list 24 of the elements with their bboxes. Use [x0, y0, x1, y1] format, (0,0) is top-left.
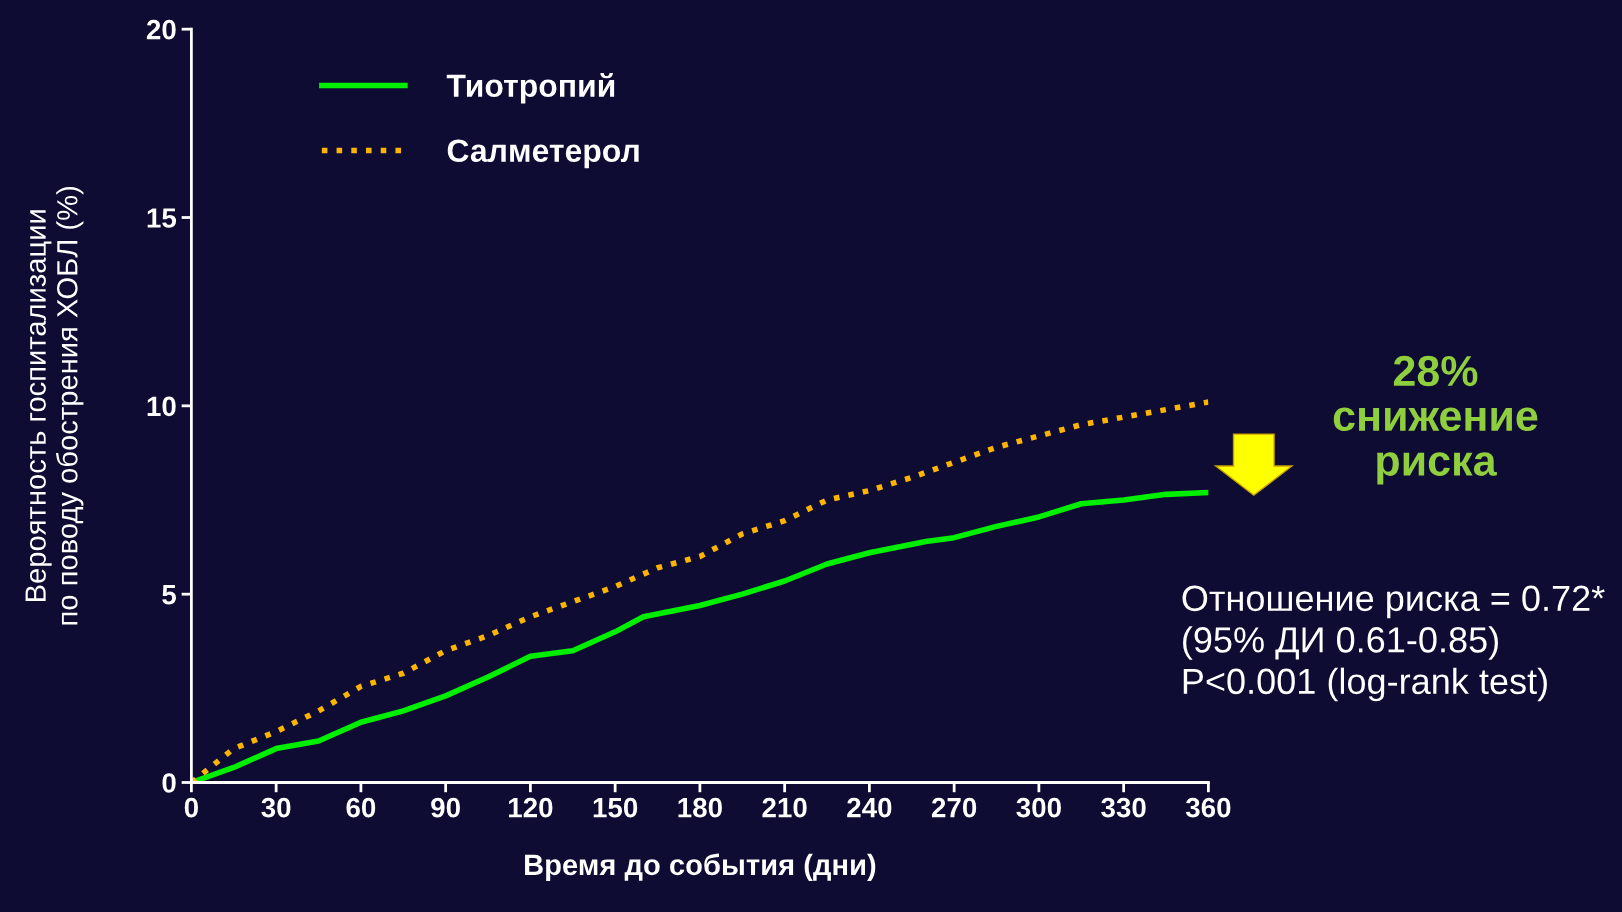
- x-tick-label: 120: [508, 797, 553, 818]
- x-tick-label: 180: [678, 797, 722, 818]
- x-tick-label: 240: [847, 797, 892, 818]
- text: 28% снижение риска: [1333, 355, 1538, 485]
- x-axis-title: Время до события (дни): [525, 853, 876, 881]
- x-tick-label: 300: [1016, 797, 1061, 818]
- x-tick-label: 210: [762, 797, 807, 818]
- y-tick-label: 15: [147, 208, 177, 228]
- x-tick-label: 360: [1185, 797, 1231, 818]
- annotation: Отношение риска = 0.72* (95% ДИ 0.61-0.85) P<0.001 (log-rank test): [1182, 585, 1605, 702]
- x-tick-label: 60: [346, 797, 376, 818]
- x-tick-label: 90: [431, 797, 460, 818]
- y-tick-label: 20: [146, 19, 176, 40]
- legend-label: Тиотропий: [446, 73, 615, 104]
- y-tick-label: 10: [147, 396, 176, 417]
- y-tick-label: 0: [162, 773, 176, 793]
- legend-label: Салметерол: [447, 139, 639, 169]
- x-tick-label: 30: [261, 797, 291, 818]
- y-tick-label: 5: [162, 585, 177, 605]
- x-tick-label: 0: [184, 797, 198, 818]
- x-tick-label: 150: [593, 797, 638, 818]
- x-tick-label: 270: [931, 797, 977, 818]
- x-tick-label: 330: [1101, 797, 1146, 818]
- y-axis-title: Вероятность госпитализации по поводу обострения ХОБЛ (%): [25, 186, 84, 625]
